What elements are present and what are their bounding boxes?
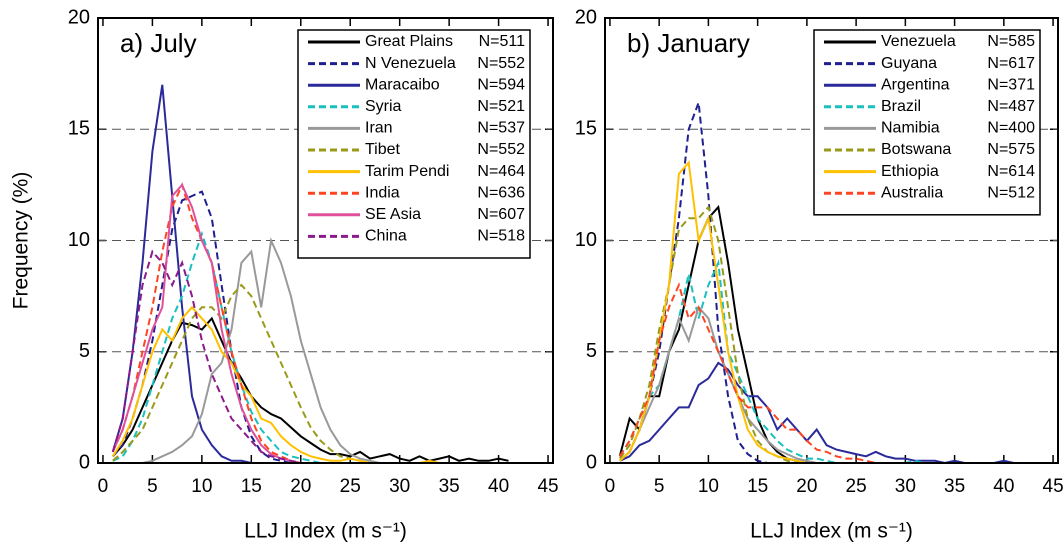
x-tick-label: 20 bbox=[796, 476, 817, 497]
legend-label: SE Asia bbox=[365, 206, 421, 223]
legend-count: N=607 bbox=[477, 206, 525, 223]
legend-count: N=521 bbox=[477, 98, 525, 115]
series-line bbox=[112, 230, 509, 464]
legend-label: Australia bbox=[881, 184, 943, 201]
legend-label: N Venezuela bbox=[365, 55, 456, 72]
legend-label: India bbox=[365, 184, 400, 201]
legend-count: N=552 bbox=[477, 55, 525, 72]
legend-count: N=537 bbox=[477, 120, 525, 137]
panel-title: b) January bbox=[627, 28, 750, 58]
legend-count: N=585 bbox=[987, 33, 1035, 50]
legend-count: N=487 bbox=[987, 98, 1035, 115]
series-line bbox=[618, 282, 1014, 464]
y-tick-label: 15 bbox=[575, 118, 597, 140]
legend-label: Ethiopia bbox=[881, 163, 939, 180]
y-tick-label: 10 bbox=[68, 229, 90, 251]
series-line bbox=[111, 182, 509, 464]
y-axis-label: Frequency (%) bbox=[10, 172, 33, 310]
legend-count: N=636 bbox=[477, 184, 525, 201]
series-line bbox=[111, 305, 509, 464]
x-tick-label: 10 bbox=[191, 476, 212, 497]
legend-count: N=594 bbox=[477, 76, 525, 93]
legend-label: Venezuela bbox=[881, 33, 956, 50]
legend-label: China bbox=[365, 228, 407, 245]
series-line bbox=[112, 283, 509, 464]
legend-count: N=614 bbox=[987, 163, 1035, 180]
x-tick-label: 30 bbox=[389, 476, 410, 497]
plot-frame bbox=[97, 17, 554, 464]
x-tick-label: 10 bbox=[698, 476, 719, 497]
y-tick-label: 15 bbox=[68, 118, 90, 140]
x-tick-label: 15 bbox=[747, 476, 768, 497]
x-tick-label: 15 bbox=[241, 476, 262, 497]
x-tick-label: 25 bbox=[846, 476, 867, 497]
x-axis-label: LLJ Index (m s⁻¹) bbox=[244, 520, 407, 543]
y-tick-label: 0 bbox=[586, 451, 597, 473]
legend-count: N=464 bbox=[477, 163, 525, 180]
x-tick-label: 5 bbox=[654, 476, 665, 497]
legend-label: Iran bbox=[365, 120, 393, 137]
x-tick-label: 5 bbox=[147, 476, 158, 497]
legend-label: Botswana bbox=[881, 141, 951, 158]
legend-label: Tibet bbox=[365, 141, 401, 158]
x-tick-label: 35 bbox=[944, 476, 965, 497]
x-tick-label: 45 bbox=[1043, 476, 1063, 497]
legend-label: Guyana bbox=[881, 55, 937, 72]
legend-box bbox=[297, 29, 531, 259]
legend-label: Great Plains bbox=[365, 33, 453, 50]
series-line bbox=[619, 361, 1014, 465]
legend-count: N=617 bbox=[987, 55, 1035, 72]
series-line bbox=[111, 249, 509, 464]
y-tick-label: 10 bbox=[575, 229, 597, 251]
panel-title: a) July bbox=[120, 28, 197, 58]
legend-label: Argentina bbox=[881, 76, 950, 93]
legend-count: N=518 bbox=[477, 228, 525, 245]
x-tick-label: 40 bbox=[488, 476, 509, 497]
y-tick-label: 5 bbox=[79, 340, 90, 362]
x-tick-label: 30 bbox=[895, 476, 916, 497]
series-line bbox=[618, 205, 1014, 464]
x-tick-label: 35 bbox=[439, 476, 460, 497]
legend-label: Syria bbox=[365, 98, 402, 115]
x-tick-label: 20 bbox=[290, 476, 311, 497]
legend-count: N=512 bbox=[987, 184, 1035, 201]
y-tick-label: 5 bbox=[586, 340, 597, 362]
legend-count: N=575 bbox=[987, 141, 1035, 158]
y-tick-label: 20 bbox=[575, 6, 597, 28]
series-line bbox=[112, 316, 509, 462]
legend-count: N=400 bbox=[987, 120, 1035, 137]
x-tick-label: 0 bbox=[98, 476, 109, 497]
y-tick-label: 20 bbox=[68, 6, 90, 28]
legend-box bbox=[813, 29, 1041, 216]
legend-count: N=552 bbox=[477, 141, 525, 158]
x-tick-label: 45 bbox=[537, 476, 558, 497]
legend-count: N=371 bbox=[987, 76, 1035, 93]
plot-frame bbox=[604, 17, 1059, 464]
x-axis-label: LLJ Index (m s⁻¹) bbox=[750, 520, 913, 543]
x-tick-label: 25 bbox=[340, 476, 361, 497]
legend-label: Maracaibo bbox=[365, 76, 440, 93]
legend-label: Namibia bbox=[881, 120, 940, 137]
legend-count: N=511 bbox=[479, 33, 526, 50]
x-tick-label: 40 bbox=[993, 476, 1014, 497]
legend-label: Brazil bbox=[881, 98, 921, 115]
x-tick-label: 0 bbox=[605, 476, 616, 497]
legend-label: Tarim Pendi bbox=[365, 163, 449, 180]
series-line bbox=[618, 259, 1014, 464]
y-tick-label: 0 bbox=[79, 451, 90, 473]
series-line bbox=[618, 204, 1014, 464]
